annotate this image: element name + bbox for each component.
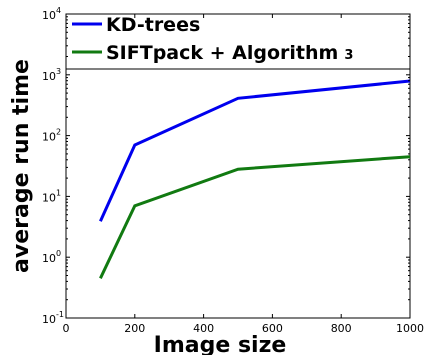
- legend-label-siftpack: SIFTpack + Algorithm 3: [106, 42, 353, 64]
- y-ticks: 10-1 100 101 102 103 104: [42, 6, 410, 326]
- series-layer: [99, 79, 411, 279]
- x-ticks: 0 200 400 600 800 1000: [63, 14, 424, 335]
- x-axis-label: Image size: [154, 333, 287, 355]
- y-tick-label: 103: [42, 67, 61, 83]
- series-line-siftpack-algorithm-3: [99, 155, 411, 279]
- y-tick-label: 10-1: [42, 310, 64, 326]
- x-tick-label: 600: [262, 322, 283, 335]
- legend-label-kd-trees: KD-trees: [106, 14, 200, 36]
- y-tick-label: 102: [42, 128, 61, 144]
- y-axis-label: average run time: [9, 59, 34, 273]
- x-tick-label: 200: [124, 322, 145, 335]
- series-line-kd-trees: [99, 79, 411, 222]
- y-tick-label: 100: [42, 249, 61, 265]
- plot-area: [65, 13, 411, 319]
- y-tick-label: 104: [42, 6, 61, 22]
- x-tick-label: 1000: [396, 322, 424, 335]
- x-tick-label: 400: [193, 322, 214, 335]
- y-tick-label: 101: [42, 188, 61, 204]
- x-tick-label: 0: [63, 322, 70, 335]
- x-tick-label: 800: [331, 322, 352, 335]
